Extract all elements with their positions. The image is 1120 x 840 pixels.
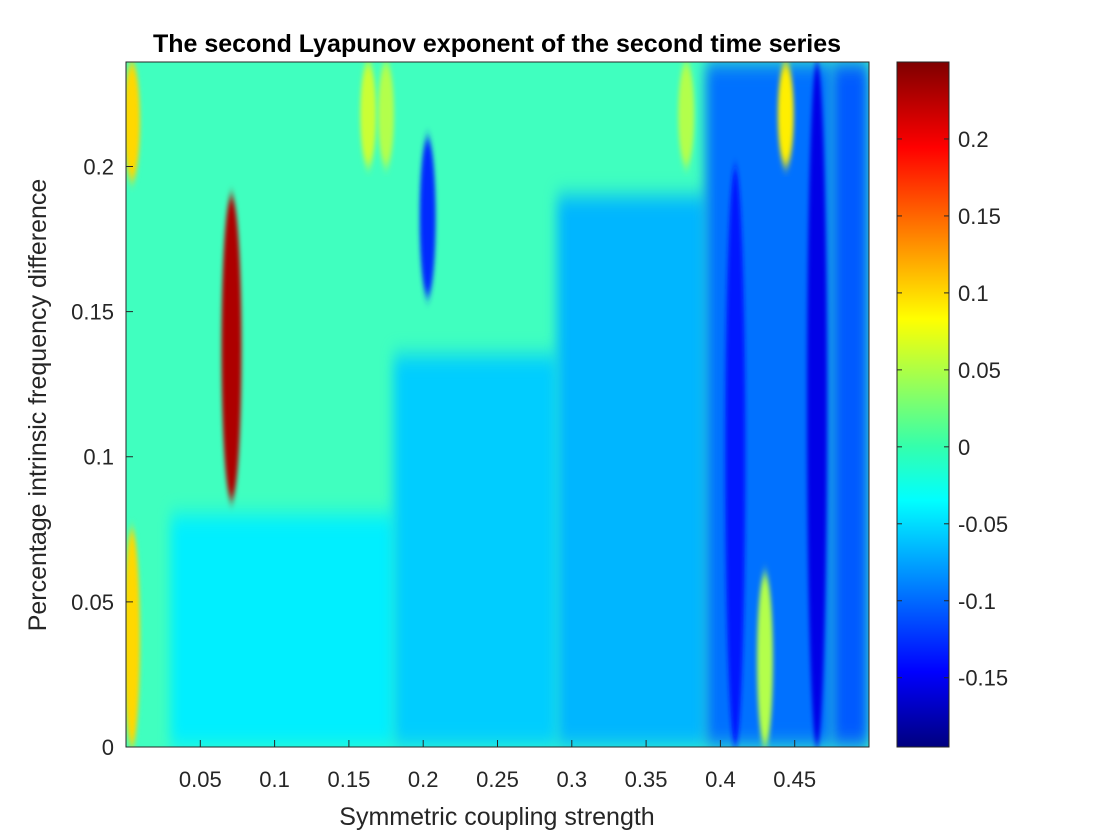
plot-area bbox=[124, 62, 869, 747]
heatmap-region-1 bbox=[393, 355, 556, 747]
heatmap-streak-8 bbox=[778, 62, 794, 166]
chart-title: The second Lyapunov exponent of the seco… bbox=[153, 30, 841, 58]
heatmap-region-2 bbox=[557, 196, 706, 747]
colorbar-tick-label: -0.15 bbox=[958, 666, 1008, 691]
colorbar bbox=[897, 62, 949, 747]
colorbar-tick-label: -0.1 bbox=[958, 589, 996, 614]
colorbar-tick-label: -0.05 bbox=[958, 512, 1008, 537]
x-tick-label: 0.45 bbox=[773, 767, 816, 792]
heatmap-streak-4 bbox=[378, 62, 394, 166]
heatmap-region-0 bbox=[171, 515, 394, 747]
x-tick-label: 0.3 bbox=[557, 767, 588, 792]
x-tick-label: 0.05 bbox=[179, 767, 222, 792]
y-tick-label: 0.1 bbox=[83, 445, 114, 470]
heatmap-streak-7 bbox=[757, 573, 773, 747]
y-axis-ticks: 0 0.05 0.1 0.15 0.2 bbox=[71, 154, 133, 760]
x-tick-label: 0.25 bbox=[476, 767, 519, 792]
y-tick-label: 0.05 bbox=[71, 590, 114, 615]
colorbar-tick-label: 0.2 bbox=[958, 127, 989, 152]
x-tick-label: 0.2 bbox=[408, 767, 439, 792]
heatmap-streak-5 bbox=[420, 137, 436, 297]
x-tick-label: 0.35 bbox=[625, 767, 668, 792]
colorbar-tick-label: 0.05 bbox=[958, 358, 1001, 383]
heatmap-region-4 bbox=[832, 62, 869, 747]
x-axis-label: Symmetric coupling strength bbox=[339, 803, 654, 831]
x-tick-label: 0.1 bbox=[259, 767, 290, 792]
colorbar-tick-label: 0 bbox=[958, 435, 970, 460]
heatmap-streak-6 bbox=[678, 62, 694, 166]
heatmap-streak-10 bbox=[725, 166, 745, 747]
heatmap-streak-3 bbox=[360, 62, 376, 166]
x-axis-ticks: 0.05 0.1 0.15 0.2 0.25 0.3 0.35 0.4 0.45 bbox=[179, 740, 816, 792]
y-tick-label: 0 bbox=[102, 735, 114, 760]
x-tick-label: 0.15 bbox=[327, 767, 370, 792]
heatmap-streak-2 bbox=[222, 196, 242, 501]
y-axis-label: Percentage intrinsic frequency differenc… bbox=[24, 179, 52, 632]
x-tick-label: 0.4 bbox=[705, 767, 736, 792]
y-tick-label: 0.2 bbox=[83, 154, 114, 179]
y-tick-label: 0.15 bbox=[71, 300, 114, 325]
colorbar-tick-label: 0.15 bbox=[958, 204, 1001, 229]
colorbar-tick-label: 0.1 bbox=[958, 281, 989, 306]
heatmap-streak-9 bbox=[807, 62, 827, 747]
